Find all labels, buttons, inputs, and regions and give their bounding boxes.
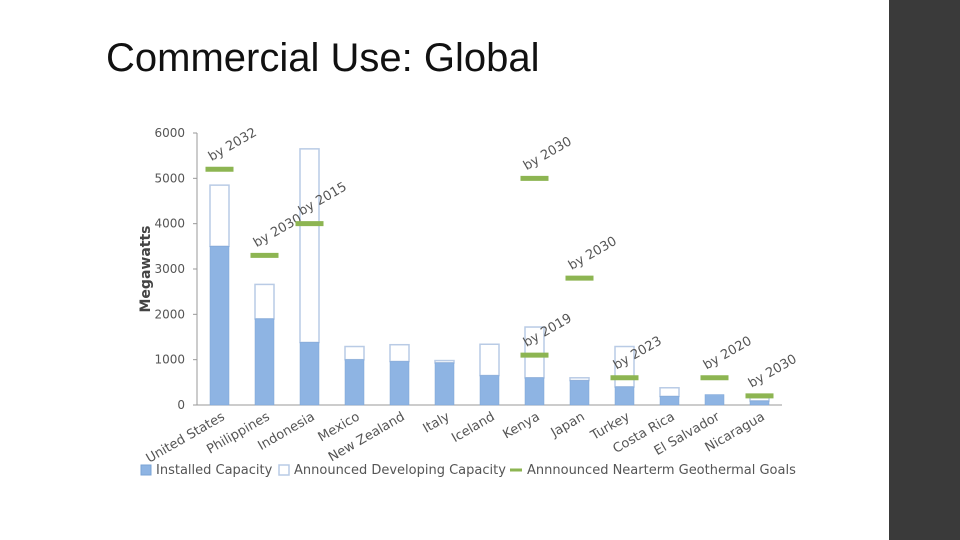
legend-label-developing: Announced Developing Capacity bbox=[294, 463, 506, 478]
y-tick-label: 1000 bbox=[154, 353, 185, 367]
bar-installed bbox=[209, 246, 230, 406]
x-tick-label: Kenya bbox=[501, 409, 543, 442]
goal-label: by 2030 bbox=[521, 134, 575, 174]
y-tick-label: 0 bbox=[177, 398, 185, 412]
y-tick-label: 3000 bbox=[154, 262, 185, 276]
x-tick-label: Japan bbox=[548, 409, 588, 441]
goal-label: by 2030 bbox=[251, 211, 305, 251]
bar-installed bbox=[479, 375, 500, 406]
slide-title: Commercial Use: Global bbox=[106, 36, 540, 80]
legend-swatch-developing bbox=[278, 464, 290, 476]
bar-developing bbox=[299, 148, 320, 344]
bar-installed bbox=[524, 377, 545, 406]
bar-installed bbox=[389, 361, 410, 406]
geothermal-capacity-chart: 0100020003000400050006000MegawattsUnited… bbox=[138, 125, 800, 478]
goal-label: by 2030 bbox=[746, 352, 800, 392]
bar-installed bbox=[299, 342, 320, 406]
bar-developing bbox=[389, 343, 410, 363]
legend-label-installed: Installed Capacity bbox=[156, 463, 273, 478]
bar-developing bbox=[254, 283, 275, 320]
legend-label-goal: Annnounced Nearterm Geothermal Goals bbox=[527, 463, 796, 478]
bar-developing bbox=[569, 377, 590, 382]
x-tick-label: Italy bbox=[421, 409, 453, 436]
y-tick-label: 5000 bbox=[154, 171, 185, 185]
legend-swatch-installed bbox=[140, 464, 152, 476]
bar-installed bbox=[749, 400, 770, 406]
slide-accent-bar bbox=[889, 0, 960, 540]
bar-installed bbox=[254, 318, 275, 406]
bar-installed bbox=[569, 380, 590, 406]
bar-installed bbox=[704, 394, 725, 406]
y-tick-label: 2000 bbox=[154, 307, 185, 321]
bar-developing bbox=[479, 343, 500, 377]
goal-label: by 2030 bbox=[566, 234, 620, 274]
y-axis-label: Megawatts bbox=[138, 226, 154, 313]
bar-developing bbox=[209, 184, 230, 248]
bar-developing bbox=[434, 359, 455, 364]
bar-installed bbox=[614, 386, 635, 406]
x-tick-label: Iceland bbox=[449, 409, 497, 446]
bar-installed bbox=[344, 359, 365, 406]
y-tick-label: 6000 bbox=[154, 126, 185, 140]
bar-developing bbox=[659, 387, 680, 398]
goal-label: by 2032 bbox=[206, 125, 260, 165]
y-tick-label: 4000 bbox=[154, 217, 185, 231]
bar-installed bbox=[659, 396, 680, 406]
x-tick-label: New Zealand bbox=[326, 409, 407, 465]
bar-installed bbox=[434, 362, 455, 406]
bar-developing bbox=[344, 345, 365, 361]
goal-label: by 2020 bbox=[701, 334, 755, 374]
